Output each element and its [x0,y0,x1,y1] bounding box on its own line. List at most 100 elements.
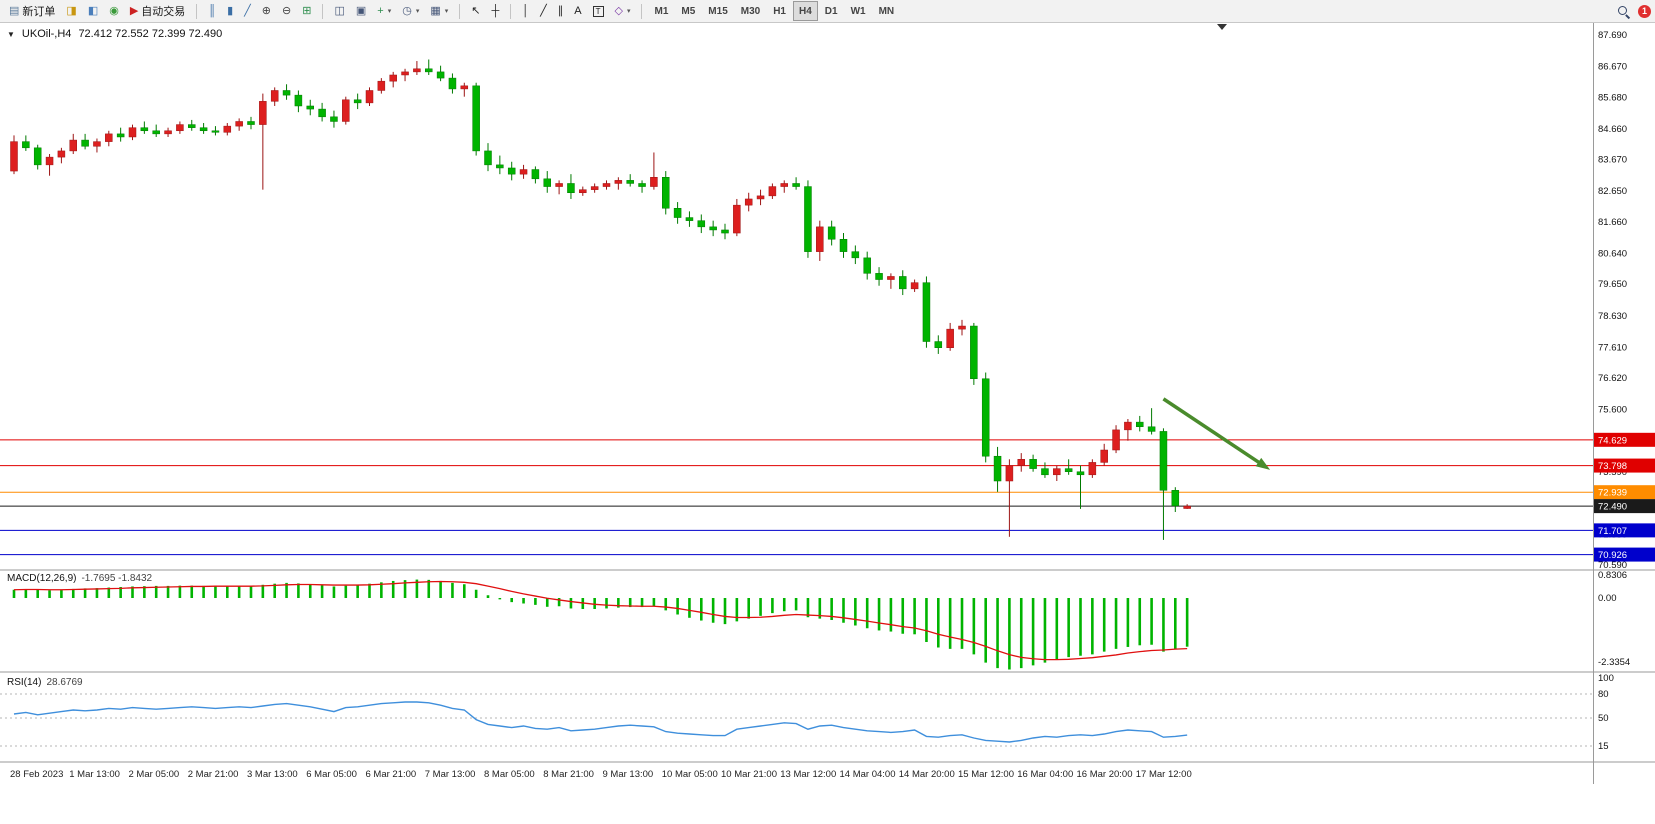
toolbar: ▤ 新订单 ◨ ◧ ◉ ▶ 自动交易 ║ ▮ ╱ ⊕ ⊖ ⊞ ◫ ▣ + ▾ ◷ ▾ ▦ ▾ ↖ ┼ │ ╱ ∥ A T ◇ ▾ M1 M5 M… [0,0,1655,23]
line-chart-icon[interactable]: ╱ [239,1,256,21]
new-chart-glyph: + [377,4,384,17]
market-watch-icon-glyph: ◨ [66,4,77,17]
svg-text:78.630: 78.630 [1598,311,1627,322]
svg-text:10 Mar 05:00: 10 Mar 05:00 [662,769,718,780]
chevron-down-icon: ▾ [626,8,631,15]
timeframe-mn[interactable]: MN [878,5,895,17]
svg-text:86.670: 86.670 [1598,62,1627,73]
period-button[interactable]: ◷ ▾ [397,1,424,21]
grid-icon[interactable]: ⊞ [297,1,316,21]
svg-text:84.660: 84.660 [1598,124,1627,135]
template-button[interactable]: ▦ ▾ [425,1,453,21]
svg-text:87.690: 87.690 [1598,30,1627,41]
timeframe-d1[interactable]: D1 [824,5,838,17]
chart-ohlc-quotes: 72.412 72.552 72.399 72.490 [78,28,223,40]
svg-text:79.650: 79.650 [1598,279,1627,290]
chart-title: ▼ UKOil-,H4 72.412 72.552 72.399 72.490 [7,28,222,40]
price-badge [1594,485,1655,500]
line-chart-icon-glyph: ╱ [244,4,251,17]
search-icon[interactable] [1616,4,1630,18]
candlestick-chart-icon[interactable]: ▮ [222,1,238,21]
chevron-down-icon: ▾ [444,8,449,15]
time-axis[interactable]: 28 Feb 2023 1 Mar 13:00 2 Mar 05:00 2 Mar 2… [10,769,1192,780]
timeframe-m1[interactable]: M1 [654,5,669,17]
navigator-icon[interactable]: ◉ [104,1,124,21]
svg-text:0.00: 0.00 [1598,593,1617,604]
one-click-trading-toggle-icon[interactable]: ▼ [7,29,15,39]
auto-trading-button[interactable]: ▶ 自动交易 [125,1,190,21]
new-chart-button[interactable]: + ▾ [372,1,396,21]
crosshair-icon[interactable]: ┼ [486,1,504,21]
svg-text:8 Mar 21:00: 8 Mar 21:00 [543,769,594,780]
timeframe-h4[interactable]: H4 [793,1,818,21]
new-order-button-label: 新订单 [22,6,56,18]
svg-text:71.707: 71.707 [1598,526,1627,537]
new-order-button[interactable]: ▤ 新订单 [4,1,60,21]
navigator-icon-glyph: ◉ [109,4,119,17]
timeframe-w1[interactable]: W1 [850,5,866,17]
bar-chart-icon[interactable]: ║ [203,1,221,21]
data-window-icon[interactable]: ◧ [83,1,103,21]
zoom-out-icon[interactable]: ⊖ [277,1,296,21]
price-badge [1594,499,1655,514]
zoom-in-icon[interactable]: ⊕ [257,1,276,21]
svg-text:76.620: 76.620 [1598,373,1627,384]
price-badge [1594,523,1655,538]
text-label-icon[interactable]: T [588,1,609,21]
svg-text:8 Mar 05:00: 8 Mar 05:00 [484,769,535,780]
chart-symbol-period: UKOil-,H4 [21,28,72,40]
notification-badge[interactable]: 1 [1638,4,1651,18]
timeframe-m30[interactable]: M30 [740,5,761,17]
equidistant-channel-icon[interactable]: ∥ [553,1,569,21]
svg-text:0.8306: 0.8306 [1598,570,1627,581]
crosshair-icon-glyph: ┼ [491,4,500,17]
svg-text:6 Mar 05:00: 6 Mar 05:00 [306,769,357,780]
arrows-button[interactable]: ◇ ▾ [610,1,636,21]
chart-type-group: ║ ▮ ╱ ⊕ ⊖ ⊞ [203,1,316,21]
data-window-icon-glyph: ◧ [87,4,99,17]
svg-text:75.600: 75.600 [1598,405,1627,416]
cursor-group: ↖ ┼ [466,1,504,21]
svg-text:77.610: 77.610 [1598,342,1627,353]
svg-text:10 Mar 21:00: 10 Mar 21:00 [721,769,777,780]
text-icon-glyph: A [574,4,582,17]
rsi-panel: 100 80 50 15 [0,673,1614,752]
timeframe-m15[interactable]: M15 [708,5,728,17]
equidistant-channel-icon-glyph: ∥ [557,4,564,17]
svg-text:7 Mar 13:00: 7 Mar 13:00 [425,769,476,780]
window-group: ◫ ▣ + ▾ ◷ ▾ ▦ ▾ [329,1,453,21]
period-glyph: ◷ [402,4,412,17]
candlestick-series [10,59,1191,540]
cursor-icon[interactable]: ↖ [466,1,485,21]
bar-chart-icon-glyph: ║ [208,4,217,17]
vertical-line-icon[interactable]: │ [517,1,534,21]
timeframe-h1[interactable]: H1 [773,5,786,17]
svg-text:28 Feb 2023: 28 Feb 2023 [10,769,63,780]
svg-text:72.939: 72.939 [1598,488,1627,499]
price-lines-group: 74.629 73.798 72.939 72.490 71.707 70.926 [0,432,1655,562]
svg-text:14 Mar 20:00: 14 Mar 20:00 [899,769,955,780]
timeframe-m5[interactable]: M5 [681,5,696,17]
svg-text:100: 100 [1598,673,1614,684]
svg-text:74.629: 74.629 [1598,435,1627,446]
svg-text:1 Mar 13:00: 1 Mar 13:00 [69,769,120,780]
zoom-in-icon-glyph: ⊕ [261,4,271,17]
vertical-line-icon-glyph: │ [522,4,530,17]
svg-text:85.680: 85.680 [1598,92,1627,103]
svg-text:72.490: 72.490 [1598,502,1627,513]
svg-text:15: 15 [1598,741,1609,752]
indicators-icon[interactable]: ◫ [329,1,349,21]
svg-text:80: 80 [1598,689,1609,700]
arrange-windows-icon[interactable]: ▣ [351,1,371,21]
text-icon[interactable]: A [569,1,586,21]
market-watch-icon[interactable]: ◨ [61,1,81,21]
chart-shift-marker[interactable] [1217,24,1227,30]
trendline-icon[interactable]: ╱ [535,1,552,21]
trendline-icon-glyph: ╱ [540,4,547,17]
timeframe-group: M1 M5 M15 M30 H1 H4 D1 W1 MN [648,1,900,21]
toolbar-separator [641,3,643,19]
arrow-annotation[interactable] [1162,397,1271,470]
svg-text:82.650: 82.650 [1598,186,1627,197]
svg-text:2 Mar 21:00: 2 Mar 21:00 [188,769,239,780]
